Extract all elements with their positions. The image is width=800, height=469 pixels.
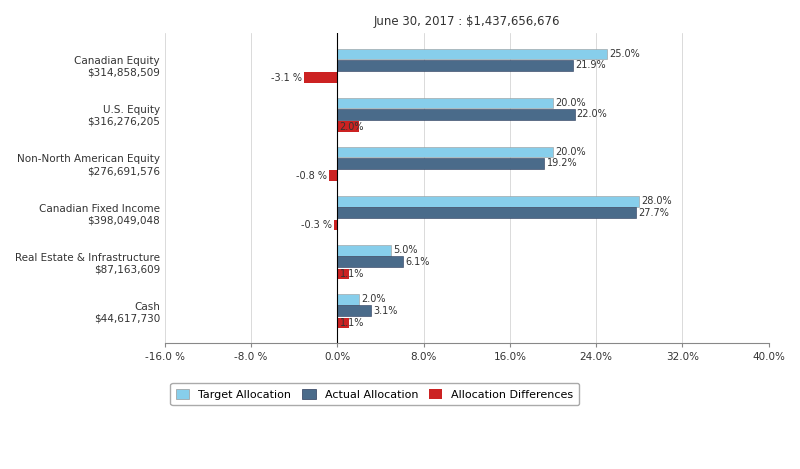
Text: 2.0%: 2.0% xyxy=(339,122,364,132)
Bar xyxy=(338,121,359,132)
Bar xyxy=(338,318,350,328)
Text: 28.0%: 28.0% xyxy=(642,196,672,206)
Text: -3.1 %: -3.1 % xyxy=(270,73,302,83)
Text: 21.9%: 21.9% xyxy=(575,60,606,70)
Bar xyxy=(338,245,391,256)
Text: 1.1%: 1.1% xyxy=(339,318,364,328)
Text: 19.2%: 19.2% xyxy=(546,159,577,168)
Bar xyxy=(334,219,338,230)
Text: 1.1%: 1.1% xyxy=(339,269,364,279)
Bar xyxy=(338,158,544,169)
Bar xyxy=(338,109,574,120)
Bar xyxy=(338,147,553,158)
Bar xyxy=(304,72,338,83)
Bar xyxy=(338,269,350,280)
Bar xyxy=(338,256,403,267)
Bar xyxy=(338,196,639,206)
Bar xyxy=(338,305,370,316)
Text: 6.1%: 6.1% xyxy=(406,257,430,266)
Text: -0.8 %: -0.8 % xyxy=(295,171,326,181)
Bar xyxy=(338,48,607,59)
Text: -0.3 %: -0.3 % xyxy=(301,220,332,230)
Bar xyxy=(338,98,553,108)
Bar xyxy=(338,60,574,71)
Legend: Target Allocation, Actual Allocation, Allocation Differences: Target Allocation, Actual Allocation, Al… xyxy=(170,383,579,405)
Text: 22.0%: 22.0% xyxy=(577,109,607,119)
Text: 20.0%: 20.0% xyxy=(555,98,586,108)
Title: June 30, 2017 : $1,437,656,676: June 30, 2017 : $1,437,656,676 xyxy=(374,15,560,28)
Text: 3.1%: 3.1% xyxy=(373,306,398,316)
Text: 2.0%: 2.0% xyxy=(361,295,386,304)
Text: 5.0%: 5.0% xyxy=(394,245,418,255)
Text: 27.7%: 27.7% xyxy=(638,207,669,218)
Text: 25.0%: 25.0% xyxy=(609,49,640,59)
Bar xyxy=(338,294,359,305)
Bar xyxy=(329,170,338,181)
Text: 20.0%: 20.0% xyxy=(555,147,586,157)
Bar xyxy=(338,207,636,218)
